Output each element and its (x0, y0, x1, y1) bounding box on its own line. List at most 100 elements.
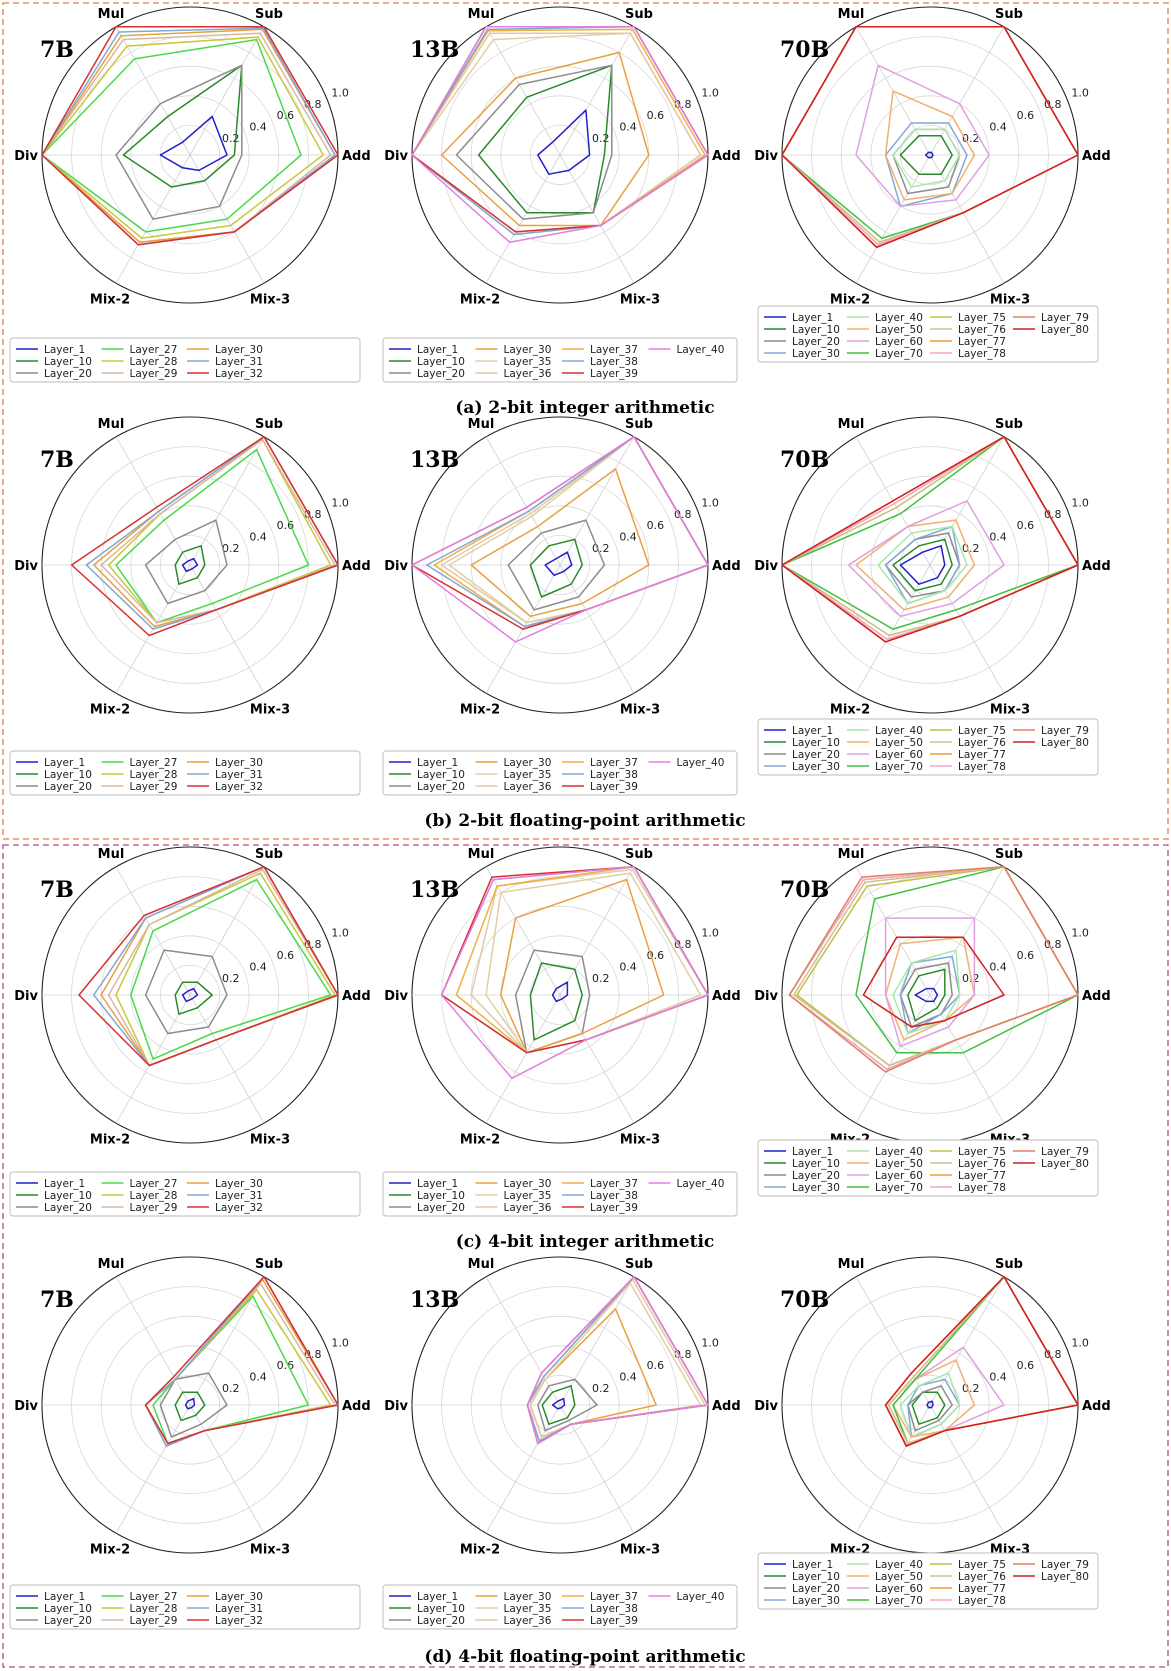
legend-label: Layer_1 (417, 1591, 458, 1603)
legend-label: Layer_35 (504, 356, 552, 368)
legend-label: Layer_77 (958, 1170, 1006, 1182)
legend-label: Layer_1 (44, 1178, 85, 1190)
series-layer-35 (411, 32, 702, 233)
legend-label: Layer_1 (792, 1146, 833, 1158)
series-layer-1 (924, 151, 934, 159)
axis-spoke (115, 1276, 191, 1406)
series-layer-37 (433, 436, 709, 628)
legend-13b: Layer_1Layer_10Layer_20Layer_30Layer_35L… (382, 337, 738, 383)
tick-label: 0.6 (647, 1359, 665, 1372)
axis-spoke (855, 866, 931, 996)
series-layer-20 (115, 64, 243, 220)
legend-label: Layer_60 (875, 336, 923, 348)
tick-label: 0.6 (1017, 949, 1035, 962)
legend-label: Layer_60 (875, 1583, 923, 1595)
tick-label: 1.0 (701, 926, 719, 939)
axis-spoke (189, 26, 265, 156)
legend-label: Layer_40 (875, 1146, 923, 1158)
tick-label: 0.6 (1017, 1359, 1035, 1372)
legend-label: Layer_77 (958, 1583, 1006, 1595)
axis-spoke (929, 1404, 1005, 1534)
legend-label: Layer_40 (677, 1591, 725, 1603)
model-label: 70B (780, 37, 829, 63)
model-label: 7B (40, 1287, 74, 1313)
series-layer-50 (855, 519, 976, 611)
series-layer-60 (884, 917, 976, 1048)
legend-13b: Layer_1Layer_10Layer_20Layer_30Layer_35L… (382, 1584, 738, 1630)
legend-label: Layer_78 (958, 348, 1006, 360)
legend-label: Layer_50 (875, 1158, 923, 1170)
legend-label: Layer_30 (504, 344, 552, 356)
legend-label: Layer_32 (215, 1615, 263, 1627)
model-label: 7B (40, 37, 74, 63)
tick-label: 0.2 (222, 542, 240, 555)
series-layer-60 (847, 500, 1005, 618)
legend-label: Layer_78 (958, 1182, 1006, 1194)
legend-label: Layer_30 (215, 757, 263, 769)
legend-label: Layer_10 (44, 1603, 92, 1615)
legend-label: Layer_10 (792, 737, 840, 749)
axis-label-mix-3: Mix-3 (620, 1133, 660, 1148)
axis-spoke (115, 436, 191, 566)
series-layer-79 (788, 866, 1079, 1073)
axis-label-mix-2: Mix-2 (90, 1133, 130, 1148)
axis-label-mix-2: Mix-2 (830, 703, 870, 718)
legend-box (757, 1552, 1099, 1610)
legend-label: Layer_75 (958, 1559, 1006, 1571)
legend-label: Layer_80 (1041, 737, 1089, 749)
axis-spoke (855, 1404, 931, 1534)
legend-70b: Layer_1Layer_10Layer_20Layer_30Layer_40L… (757, 718, 1099, 776)
tick-label: 0.2 (962, 1382, 980, 1395)
legend-label: Layer_31 (215, 769, 263, 781)
legend-label: Layer_20 (792, 749, 840, 761)
series-layer-40 (526, 1276, 709, 1445)
tick-label: 0.4 (989, 960, 1007, 973)
series-layer-10 (174, 545, 206, 585)
tick-label: 0.6 (647, 519, 665, 532)
legend-label: Layer_1 (792, 725, 833, 737)
legend-label: Layer_10 (417, 769, 465, 781)
axis-label-sub: Sub (995, 7, 1023, 22)
tick-label: 1.0 (331, 86, 349, 99)
series-layer-1 (544, 551, 573, 577)
legend-label: Layer_78 (958, 761, 1006, 773)
axis-label-mix-3: Mix-3 (620, 293, 660, 308)
tick-label: 0.4 (619, 530, 637, 543)
series-layer-30 (500, 878, 665, 1054)
tick-label: 0.8 (1044, 98, 1062, 111)
axis-spoke (485, 1276, 561, 1406)
legend-label: Layer_75 (958, 1146, 1006, 1158)
legend-label: Layer_10 (44, 356, 92, 368)
legend-label: Layer_39 (590, 781, 638, 793)
axis-label-mix-2: Mix-2 (460, 703, 500, 718)
legend-label: Layer_27 (130, 344, 178, 356)
radar-chart-7B-2: 0.2 0.4 0.6 0.8 1.0 Add Sub Mul Div Mix-2 Mix-3 7B (14, 846, 371, 1148)
legend-label: Layer_36 (504, 781, 552, 793)
axis-spoke (189, 436, 265, 566)
legend-7b: Layer_1Layer_10Layer_20Layer_27Layer_28L… (9, 1584, 361, 1630)
axis-label-add: Add (342, 559, 371, 574)
legend-70b: Layer_1Layer_10Layer_20Layer_30Layer_40L… (757, 1139, 1099, 1197)
series-layer-1 (551, 981, 569, 1003)
legend-70b: Layer_1Layer_10Layer_20Layer_30Layer_40L… (757, 1552, 1099, 1610)
legend-label: Layer_79 (1041, 1559, 1089, 1571)
axis-label-add: Add (1082, 989, 1111, 1004)
tick-label: 0.4 (249, 960, 266, 973)
series-layer-80 (862, 936, 1005, 1028)
tick-label: 0.8 (304, 1348, 322, 1361)
legend-label: Layer_50 (875, 1571, 923, 1583)
legend-label: Layer_10 (792, 1571, 840, 1583)
axis-label-add: Add (712, 149, 741, 164)
legend-box (9, 1171, 361, 1217)
model-label: 13B (410, 1287, 459, 1313)
axis-label-mix-2: Mix-2 (460, 1543, 500, 1558)
axis-spoke (559, 564, 635, 694)
tick-label: 0.2 (222, 1382, 240, 1395)
axis-spoke (189, 994, 265, 1124)
legend-label: Layer_30 (215, 344, 263, 356)
axis-spoke (929, 1276, 1005, 1406)
tick-label: 0.2 (962, 542, 980, 555)
